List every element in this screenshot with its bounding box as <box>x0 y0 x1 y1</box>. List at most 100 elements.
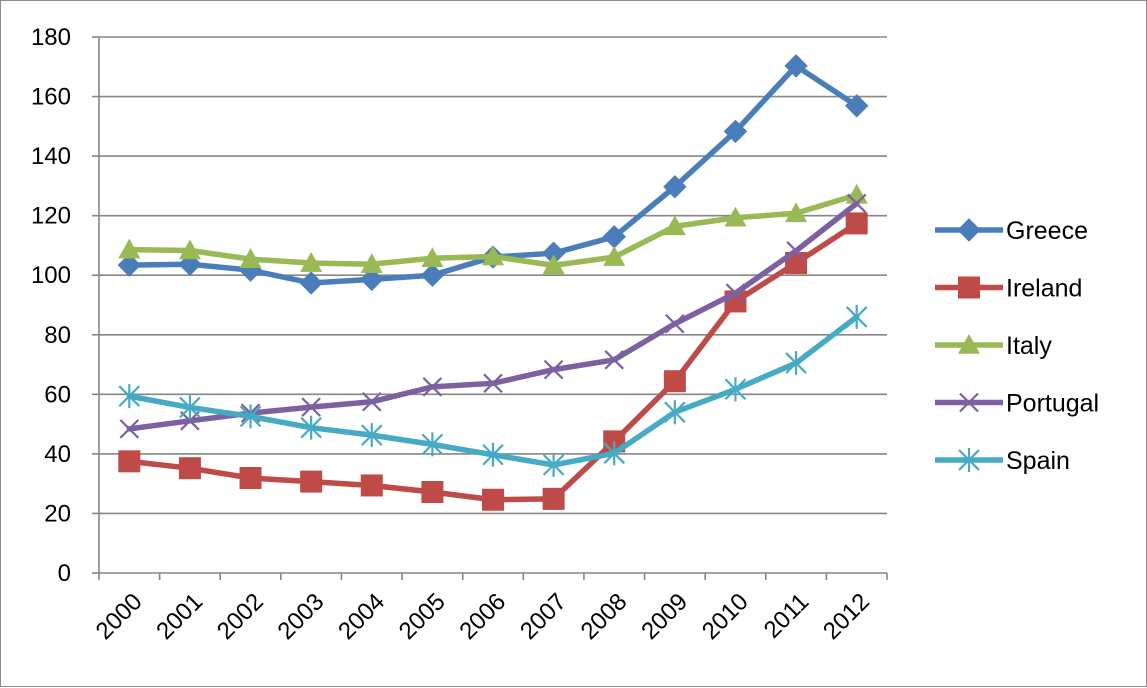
data-point-ireland <box>178 457 201 480</box>
data-point-spain <box>785 351 807 376</box>
data-point-spain <box>603 441 626 466</box>
legend-label-spain: Spain <box>1006 447 1070 475</box>
axes <box>92 36 888 580</box>
data-point-italy <box>421 247 444 268</box>
legend-label-greece: Greece <box>1006 217 1088 245</box>
y-tick-label: 0 <box>58 560 71 587</box>
data-point-portugal <box>725 283 746 303</box>
data-point-spain <box>845 304 868 329</box>
data-point-italy <box>360 253 383 274</box>
data-point-portugal <box>543 359 564 380</box>
y-tick-label: 60 <box>44 381 71 408</box>
x-tick-label: 2011 <box>759 588 815 644</box>
data-point-portugal <box>301 397 321 417</box>
x-tick-label: 2008 <box>576 588 633 645</box>
data-point-portugal <box>422 377 443 397</box>
data-point-spain <box>421 432 444 457</box>
legend-marker-spain <box>958 448 980 472</box>
data-point-spain <box>118 384 141 409</box>
legend-item-italy: Italy <box>935 332 1052 360</box>
legend-marker-greece <box>957 218 981 242</box>
data-point-portugal <box>665 313 685 334</box>
y-tick-label: 20 <box>44 500 71 527</box>
y-tick-label: 80 <box>44 322 71 349</box>
data-point-portugal <box>119 419 140 439</box>
data-point-greece <box>360 267 384 292</box>
y-tick-label: 160 <box>31 84 71 111</box>
y-tick-label: 180 <box>31 24 71 51</box>
data-point-greece <box>663 175 687 199</box>
legend-marker-ireland <box>958 276 980 299</box>
series-lines <box>117 54 869 511</box>
data-point-spain <box>360 423 383 448</box>
data-point-ireland <box>542 487 565 510</box>
legend-label-portugal: Portugal <box>1006 390 1099 418</box>
legend-label-italy: Italy <box>1006 332 1052 360</box>
data-point-italy <box>239 248 262 268</box>
x-tick-label: 2007 <box>515 588 572 645</box>
y-tick-label: 40 <box>44 441 71 468</box>
data-point-ireland <box>845 212 868 235</box>
series-italy <box>118 183 868 275</box>
data-point-spain <box>239 404 262 429</box>
data-point-portugal <box>846 193 867 214</box>
y-tick-label: 100 <box>31 262 71 289</box>
data-point-greece <box>844 94 869 118</box>
data-point-spain <box>664 400 686 425</box>
series-ireland <box>118 212 868 511</box>
data-point-spain <box>300 415 322 440</box>
y-tick-label: 120 <box>31 203 71 230</box>
data-point-ireland <box>360 474 383 497</box>
legend: Greece Ireland Italy Portugal Spain <box>935 217 1099 475</box>
data-point-greece <box>420 263 445 287</box>
data-point-greece <box>117 253 142 277</box>
x-tick-label: 2006 <box>454 588 511 645</box>
data-point-italy <box>178 239 201 260</box>
data-point-italy <box>118 238 141 259</box>
data-point-greece <box>723 119 748 144</box>
data-point-spain <box>482 442 504 467</box>
data-point-spain <box>542 452 565 477</box>
legend-label-ireland: Ireland <box>1006 275 1082 303</box>
legend-marker-italy <box>958 334 980 354</box>
series-spain <box>118 304 868 477</box>
x-tick-label: 2001 <box>151 588 208 645</box>
data-point-ireland <box>421 481 444 504</box>
data-point-ireland <box>482 488 504 511</box>
data-point-italy <box>663 215 686 236</box>
data-point-italy <box>603 246 626 266</box>
data-point-ireland <box>300 470 323 493</box>
data-point-portugal <box>786 241 806 261</box>
data-point-italy <box>785 202 808 223</box>
data-point-italy <box>724 206 747 227</box>
data-point-ireland <box>663 370 686 393</box>
legend-item-portugal: Portugal <box>935 390 1099 418</box>
y-tick-label: 140 <box>31 143 71 170</box>
x-tick-label: 2000 <box>91 588 148 645</box>
data-point-italy <box>542 254 565 275</box>
data-point-greece <box>784 54 808 78</box>
data-point-greece <box>299 271 323 295</box>
x-tick-label: 2003 <box>273 588 330 645</box>
data-point-spain <box>724 377 747 402</box>
x-axis-tick-labels: 2000 2001 2002 2003 2004 2005 2006 2007 2008 2009… <box>91 588 875 645</box>
x-tick-label: 2005 <box>394 588 451 645</box>
legend-item-greece: Greece <box>935 217 1088 245</box>
data-point-italy <box>300 252 323 272</box>
y-axis-tick-labels: 0 20 40 60 80 100 120 140 160 180 <box>31 24 71 587</box>
data-point-portugal <box>604 350 625 370</box>
x-tick-label: 2009 <box>636 588 693 645</box>
gridlines <box>99 36 887 515</box>
legend-item-spain: Spain <box>935 447 1070 475</box>
series-line-spain <box>126 314 860 468</box>
x-tick-label: 2002 <box>212 588 269 645</box>
legend-item-ireland: Ireland <box>935 275 1082 303</box>
data-point-italy <box>482 245 504 266</box>
legend-marker-portugal <box>959 392 979 413</box>
data-point-portugal <box>361 392 382 412</box>
data-point-italy <box>845 183 868 204</box>
x-tick-label: 2004 <box>333 588 390 645</box>
data-point-spain <box>179 395 201 420</box>
